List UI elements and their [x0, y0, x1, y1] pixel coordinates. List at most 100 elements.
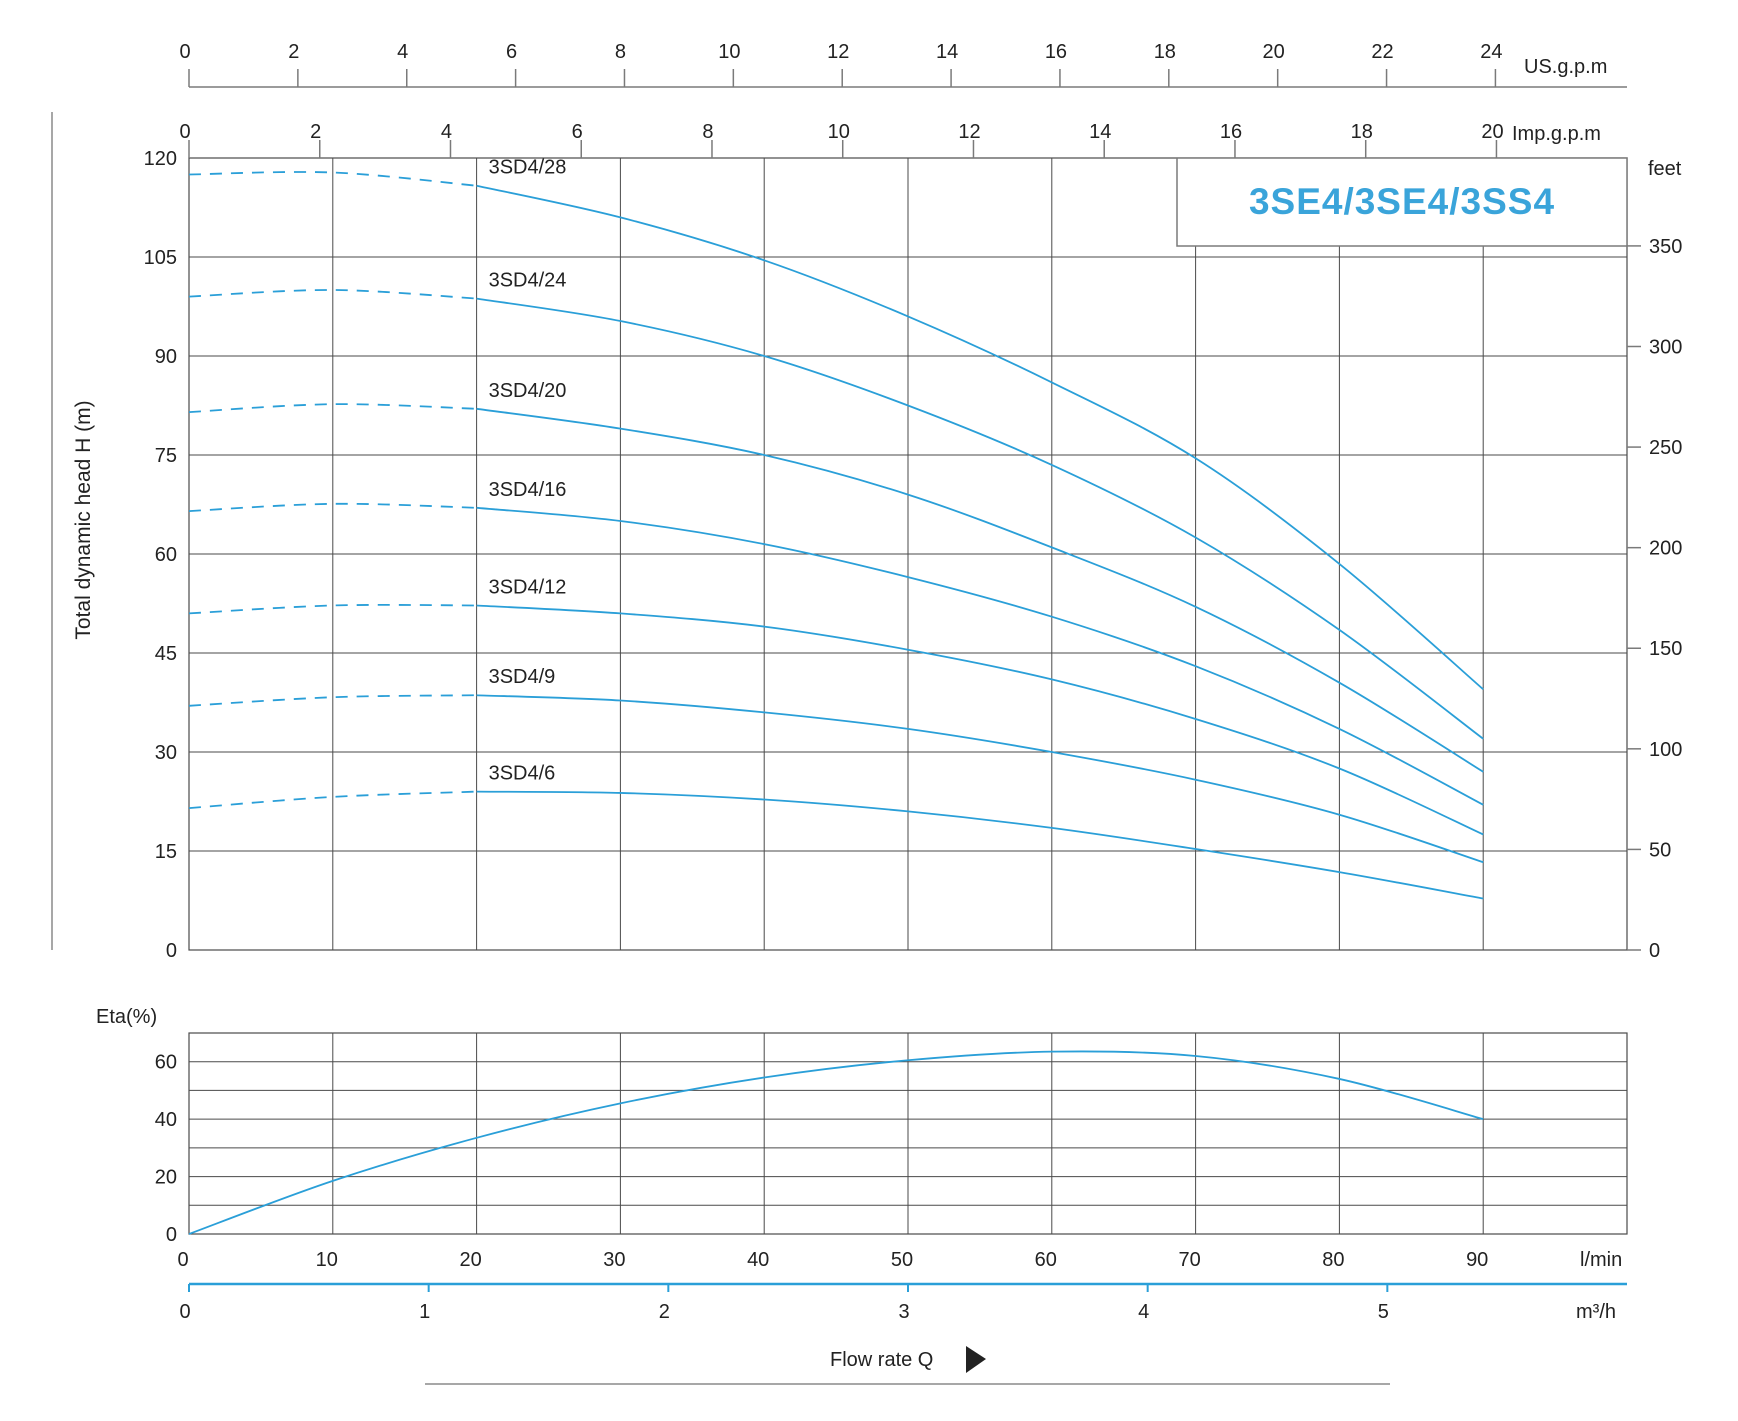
usgpm-tick-label: 4 — [397, 41, 408, 63]
usgpm-tick-label: 16 — [1045, 41, 1067, 63]
impgpm-tick-label: 6 — [572, 121, 583, 143]
lmin-tick-label: 10 — [316, 1249, 338, 1271]
impgpm-axis-unit: Imp.g.p.m — [1512, 123, 1601, 145]
lmin-tick-label: 50 — [891, 1249, 913, 1271]
head-y-tick-label: 45 — [155, 643, 177, 665]
usgpm-axis-unit: US.g.p.m — [1524, 56, 1607, 78]
eta-curve — [188, 1050, 1484, 1235]
feet-tick-label: 250 — [1649, 437, 1682, 459]
m3h-axis-unit: m³/h — [1576, 1301, 1616, 1323]
head-y-tick-label: 0 — [166, 940, 177, 962]
impgpm-tick-label: 18 — [1351, 121, 1373, 143]
usgpm-tick-label: 14 — [936, 41, 958, 63]
curve-label: 3SD4/12 — [489, 576, 567, 598]
head-curve — [476, 694, 1484, 864]
lmin-tick-label: 0 — [177, 1249, 188, 1271]
eta-y-tick-label: 20 — [155, 1167, 177, 1189]
usgpm-tick-label: 24 — [1480, 41, 1502, 63]
feet-tick-label: 100 — [1649, 739, 1682, 761]
head-curve-dashed — [188, 694, 477, 707]
impgpm-tick-label: 20 — [1481, 121, 1503, 143]
chart-title: 3SE4/3SE4/3SS4 — [1249, 181, 1555, 222]
head-curve-dashed — [188, 502, 477, 512]
m3h-tick-label: 4 — [1138, 1301, 1149, 1323]
head-y-tick-label: 105 — [144, 247, 177, 269]
feet-tick-label: 150 — [1649, 638, 1682, 660]
curve-label: 3SD4/24 — [489, 270, 567, 292]
head-curve-dashed — [188, 603, 477, 615]
curve-label: 3SD4/16 — [489, 479, 567, 501]
flow-arrow-icon — [966, 1346, 986, 1373]
m3h-tick-label: 5 — [1378, 1301, 1389, 1323]
usgpm-tick-label: 2 — [288, 41, 299, 63]
head-y-tick-label: 90 — [155, 346, 177, 368]
lmin-tick-label: 90 — [1466, 1249, 1488, 1271]
impgpm-tick-label: 8 — [702, 121, 713, 143]
usgpm-tick-label: 20 — [1263, 41, 1285, 63]
usgpm-tick-label: 8 — [615, 41, 626, 63]
lmin-tick-label: 40 — [747, 1249, 769, 1271]
usgpm-tick-label: 22 — [1371, 41, 1393, 63]
head-curve-dashed — [188, 171, 477, 187]
usgpm-tick-label: 0 — [179, 41, 190, 63]
head-curve — [476, 604, 1484, 836]
flow-rate-label: Flow rate Q — [830, 1349, 933, 1371]
head-curve-dashed — [188, 790, 477, 809]
feet-tick-label: 300 — [1649, 336, 1682, 358]
head-y-tick-label: 120 — [144, 148, 177, 170]
usgpm-tick-label: 18 — [1154, 41, 1176, 63]
title-box — [1176, 157, 1628, 247]
axes-layer — [188, 69, 1641, 1292]
head-y-tick-label: 15 — [155, 841, 177, 863]
eta-y-tick-label: 60 — [155, 1052, 177, 1074]
head-curve — [476, 184, 1484, 690]
head-curve-dashed — [188, 289, 477, 300]
eta-y-tick-label: 0 — [166, 1224, 177, 1246]
impgpm-tick-label: 10 — [828, 121, 850, 143]
head-curve — [476, 297, 1484, 740]
m3h-tick-label: 0 — [179, 1301, 190, 1323]
labels-layer: 0153045607590105120050100150200250300350… — [144, 41, 1683, 1323]
curve-label: 3SD4/9 — [489, 666, 556, 688]
curve-label: 3SD4/20 — [489, 380, 567, 402]
head-y-tick-label: 60 — [155, 544, 177, 566]
lmin-tick-label: 60 — [1035, 1249, 1057, 1271]
head-curve — [476, 790, 1484, 900]
curve-label: 3SD4/28 — [489, 157, 567, 179]
head-curve — [476, 407, 1484, 773]
usgpm-tick-label: 12 — [827, 41, 849, 63]
head-y-axis-label: Total dynamic head H (m) — [72, 400, 95, 639]
usgpm-tick-label: 10 — [718, 41, 740, 63]
lmin-axis-unit: l/min — [1580, 1249, 1622, 1271]
curve-label: 3SD4/6 — [489, 763, 556, 785]
grid-layer — [188, 157, 1628, 1235]
lmin-tick-label: 70 — [1178, 1249, 1200, 1271]
impgpm-tick-label: 2 — [310, 121, 321, 143]
eta-y-tick-label: 40 — [155, 1109, 177, 1131]
lmin-tick-label: 80 — [1322, 1249, 1344, 1271]
feet-tick-label: 50 — [1649, 839, 1671, 861]
m3h-tick-label: 3 — [898, 1301, 909, 1323]
impgpm-tick-label: 14 — [1089, 121, 1111, 143]
lmin-tick-label: 20 — [459, 1249, 481, 1271]
eta-y-axis-label: Eta(%) — [96, 1006, 157, 1028]
head-curve-dashed — [188, 403, 477, 413]
m3h-tick-label: 2 — [659, 1301, 670, 1323]
head-y-tick-label: 75 — [155, 445, 177, 467]
head-y-tick-label: 30 — [155, 742, 177, 764]
feet-axis-unit: feet — [1648, 158, 1682, 180]
impgpm-tick-label: 16 — [1220, 121, 1242, 143]
curves-layer — [188, 171, 1484, 1235]
feet-tick-label: 0 — [1649, 940, 1660, 962]
lmin-tick-label: 30 — [603, 1249, 625, 1271]
usgpm-tick-label: 6 — [506, 41, 517, 63]
impgpm-tick-label: 12 — [958, 121, 980, 143]
m3h-tick-label: 1 — [419, 1301, 430, 1323]
feet-tick-label: 200 — [1649, 538, 1682, 560]
feet-tick-label: 350 — [1649, 236, 1682, 258]
head-curve — [476, 506, 1484, 806]
impgpm-tick-label: 4 — [441, 121, 452, 143]
impgpm-tick-label: 0 — [179, 121, 190, 143]
